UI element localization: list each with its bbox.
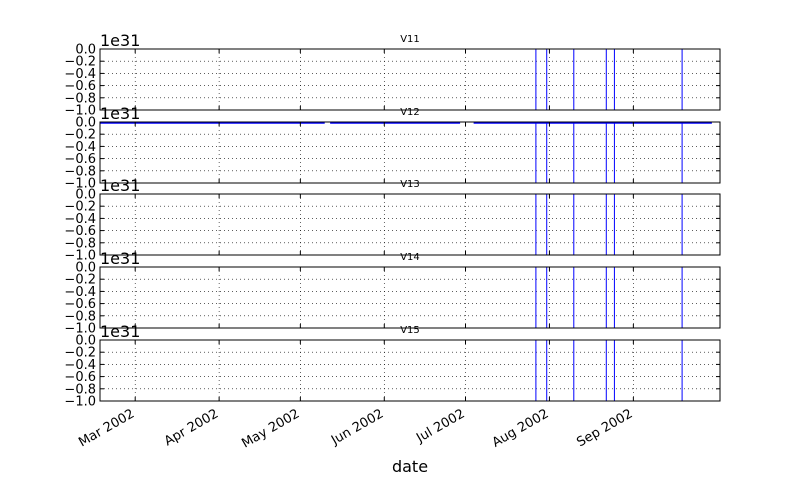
- x-axis-label: date: [392, 457, 428, 476]
- y-tick-label: −0.4: [64, 212, 96, 227]
- y-tick-label: −0.8: [64, 164, 96, 179]
- y-tick-label: −1.0: [64, 249, 96, 264]
- x-tick-label: Jul 2002: [413, 406, 467, 446]
- x-tick-label: Aug 2002: [490, 406, 552, 450]
- y-tick-label: −0.6: [64, 152, 96, 167]
- y-tick-label: −0.4: [64, 358, 96, 373]
- x-tick-label: Apr 2002: [162, 406, 221, 449]
- y-tick-label: −0.2: [64, 55, 96, 70]
- subplot-title: V12: [400, 107, 420, 118]
- subplot-frame: [99, 193, 721, 256]
- y-tick-label: −0.4: [64, 140, 96, 155]
- subplot-frame: [99, 339, 721, 402]
- subplot-v11: 0.0−0.2−0.4−0.6−0.8−1.0 1e31 V11: [64, 31, 721, 119]
- y-offset-text: 1e31: [100, 31, 140, 50]
- y-tick-label: −0.6: [64, 370, 96, 385]
- subplot-frame: [99, 266, 721, 329]
- y-tick-label: −0.4: [64, 67, 96, 82]
- y-tick-label: −0.6: [64, 297, 96, 312]
- shared-x-axis: Mar 2002 Apr 2002 May 2002 Jun 2002 Jul 2002…: [76, 406, 635, 451]
- x-tick-label: Mar 2002: [76, 406, 137, 450]
- y-tick-label: −0.8: [64, 382, 96, 397]
- y-tick-label: 0.0: [75, 261, 96, 276]
- y-tick-label: 0.0: [75, 43, 96, 58]
- x-tick-label: May 2002: [239, 406, 302, 451]
- y-tick-label: −0.2: [64, 128, 96, 143]
- y-offset-text: 1e31: [100, 249, 140, 268]
- y-tick-label: −1.0: [64, 395, 96, 410]
- subplot-title: V14: [400, 252, 420, 263]
- y-tick-label: −0.8: [64, 91, 96, 106]
- subplot-frame: [99, 121, 721, 184]
- y-offset-text: 1e31: [100, 322, 140, 341]
- y-tick-label: −0.2: [64, 273, 96, 288]
- y-tick-label: −1.0: [64, 104, 96, 119]
- subplot-frame: [99, 48, 721, 111]
- y-tick-label: 0.0: [75, 116, 96, 131]
- y-tick-label: −1.0: [64, 322, 96, 337]
- y-tick-label: 0.0: [75, 334, 96, 349]
- y-tick-label: −0.2: [64, 346, 96, 361]
- subplot-title: V11: [400, 34, 420, 45]
- y-tick-label: −0.6: [64, 224, 96, 239]
- y-tick-label: −0.8: [64, 309, 96, 324]
- y-tick-label: −0.4: [64, 285, 96, 300]
- y-offset-text: 1e31: [100, 176, 140, 195]
- subplot-title: V13: [400, 179, 420, 190]
- y-tick-label: −0.6: [64, 79, 96, 94]
- x-tick-label: Sep 2002: [574, 406, 635, 450]
- y-tick-label: −1.0: [64, 177, 96, 192]
- y-offset-text: 1e31: [100, 104, 140, 123]
- y-tick-label: −0.2: [64, 200, 96, 215]
- x-tick-label: Jun 2002: [328, 406, 386, 448]
- subplot-title: V15: [400, 325, 420, 336]
- y-tick-label: 0.0: [75, 188, 96, 203]
- y-tick-label: −0.8: [64, 236, 96, 251]
